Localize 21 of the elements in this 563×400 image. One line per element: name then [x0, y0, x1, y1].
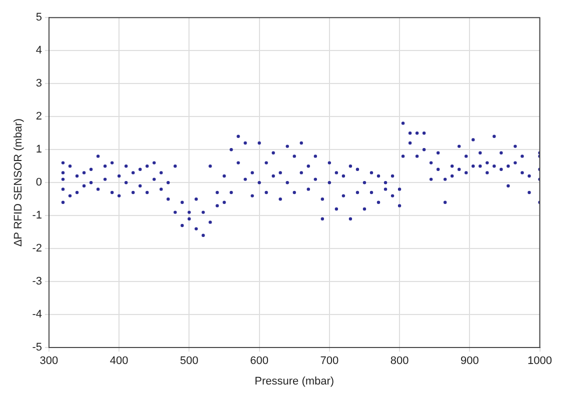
y-tick-label: 5: [36, 12, 42, 24]
x-tick-label: 500: [180, 355, 198, 368]
y-tick-label: 1: [36, 144, 42, 156]
x-tick-label: 900: [460, 355, 479, 368]
y-tick-label: 4: [36, 44, 42, 57]
y-tick-label: -5: [32, 342, 42, 354]
y-tick-label: 3: [36, 78, 42, 90]
y-tick-label: 0: [36, 176, 42, 189]
x-tick-label: 300: [40, 355, 58, 368]
x-tick-label: 1000: [528, 355, 552, 368]
x-tick-label: 700: [320, 355, 339, 368]
x-tick-label: 400: [110, 355, 128, 368]
x-tick-label: 600: [250, 355, 268, 368]
y-tick-label: -2: [32, 242, 42, 255]
x-tick-label: 800: [390, 355, 409, 368]
y-tick-label: -3: [32, 276, 42, 288]
y-tick-label: -4: [32, 308, 42, 321]
y-tick-label: 2: [36, 110, 42, 123]
y-axis-title: ΔP RFID SENSOR (mbar): [12, 118, 25, 247]
x-axis-title: Pressure (mbar): [254, 375, 334, 388]
y-tick-label: -1: [32, 210, 42, 222]
